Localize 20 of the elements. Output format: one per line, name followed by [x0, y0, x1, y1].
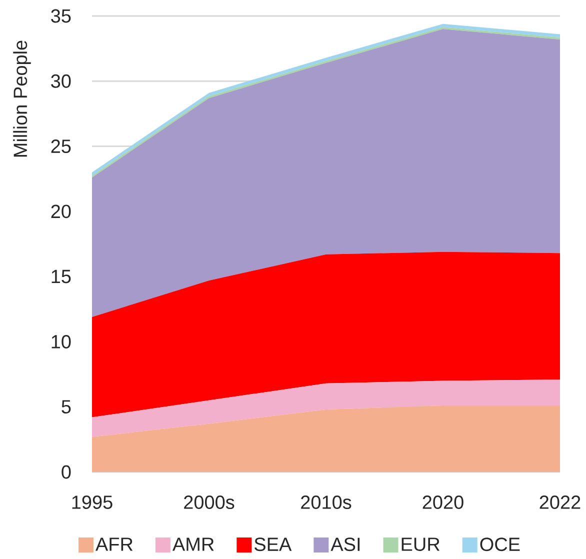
y-tick-label: 0	[62, 465, 71, 479]
y-tick-label: 15	[52, 270, 71, 284]
y-tick-label: 35	[51, 9, 71, 23]
x-tick-label: 1995	[72, 496, 112, 509]
legend-label: EUR	[402, 538, 440, 551]
y-tick-label: 30	[51, 74, 71, 88]
legend-label: ASI	[330, 538, 360, 552]
y-tick-label: 5	[62, 400, 71, 414]
x-tick-label: 2022	[540, 496, 580, 509]
x-tick-label: 2010s	[301, 496, 352, 509]
legend-label: OCE	[480, 538, 520, 552]
y-tick-label: 10	[52, 334, 71, 348]
y-tick-label: 20	[51, 204, 71, 218]
x-tick-label: 2020	[422, 496, 464, 509]
legend-label: SEA	[254, 538, 292, 552]
legend-label: AMR	[172, 538, 214, 551]
legend-label: AFR	[95, 538, 133, 551]
x-tick-label: 2000s	[184, 496, 234, 509]
y-axis-title: Million People	[13, 40, 31, 157]
y-tick-label: 25	[51, 140, 71, 154]
